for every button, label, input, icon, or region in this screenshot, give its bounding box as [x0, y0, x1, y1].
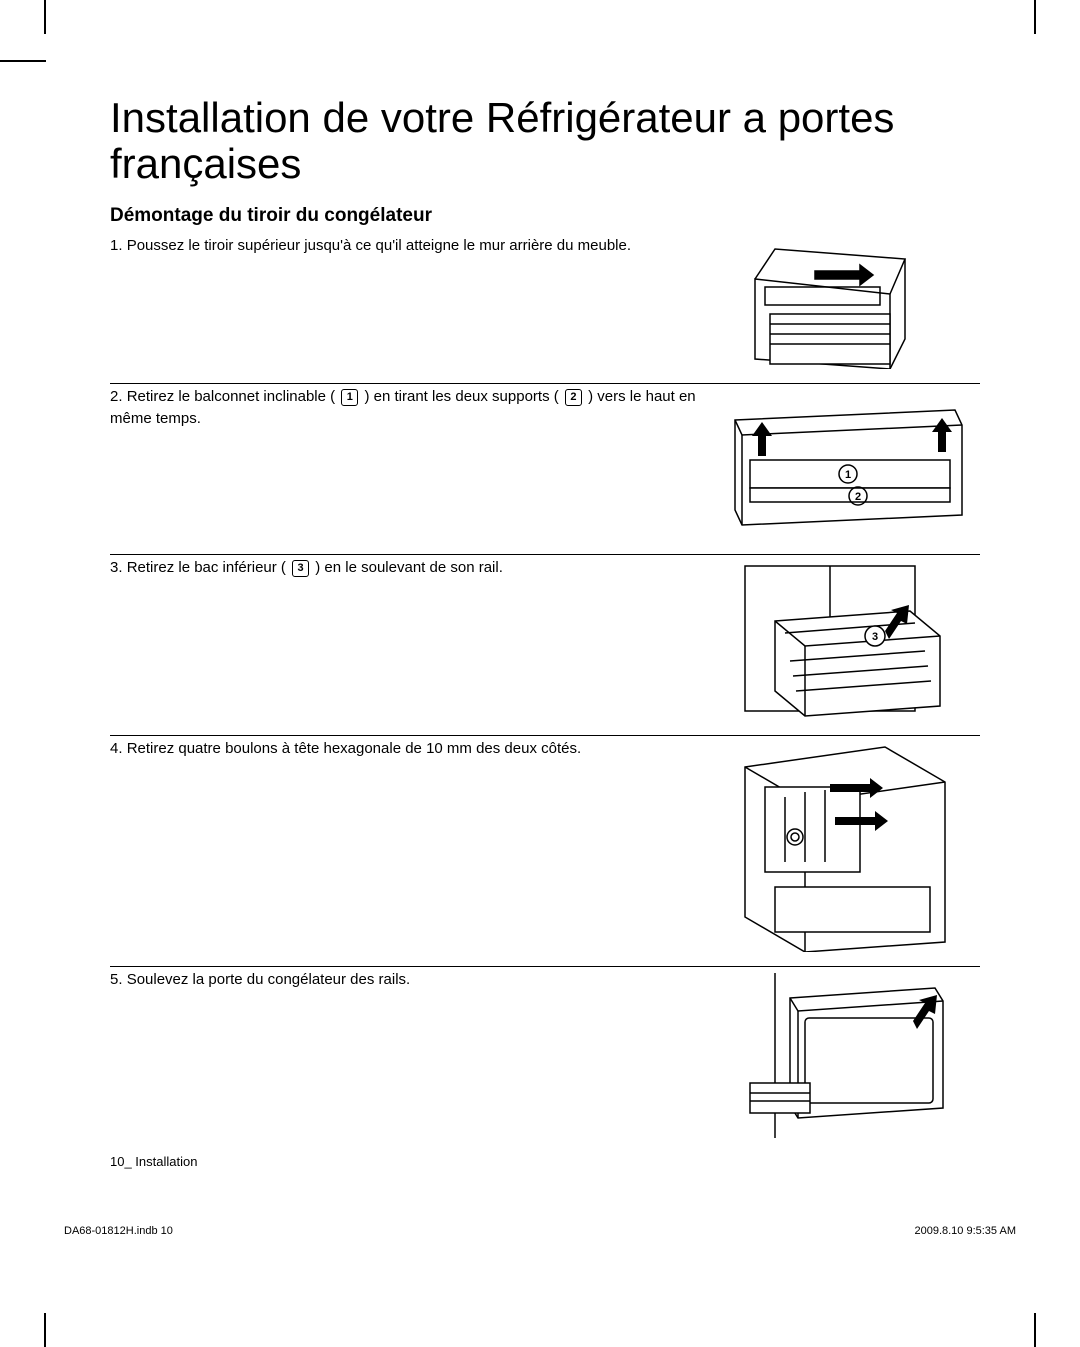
- step-5-text: 5. Soulevez la porte du congélateur des …: [110, 967, 720, 991]
- step-number: 4.: [110, 740, 123, 757]
- step-body: Retirez le bac inférieur (: [127, 559, 290, 576]
- crop-mark: [44, 0, 46, 34]
- step-body: ) en tirant les deux supports (: [360, 388, 563, 405]
- svg-text:2: 2: [855, 491, 861, 503]
- callout-3: 3: [292, 560, 309, 577]
- step-4-illustration: [720, 736, 980, 966]
- print-timestamp: 2009.8.10 9:5:35 AM: [914, 1225, 1016, 1237]
- step-3: 3. Retirez le bac inférieur ( 3 ) en le …: [110, 555, 980, 736]
- step-number: 1.: [110, 237, 123, 254]
- step-2-illustration: 1 2: [720, 384, 980, 554]
- step-2: 2. Retirez le balconnet inclinable ( 1 )…: [110, 384, 980, 555]
- step-1-text: 1. Poussez le tiroir supérieur jusqu'à c…: [110, 233, 720, 257]
- step-number: 3.: [110, 559, 123, 576]
- step-body: Retirez le balconnet inclinable (: [127, 388, 340, 405]
- crop-mark: [44, 1313, 46, 1347]
- step-body: Retirez quatre boulons à tête hexagonale…: [127, 740, 581, 757]
- crop-mark: [1034, 1313, 1036, 1347]
- callout-1: 1: [341, 389, 358, 406]
- page-footer: 10_ Installation: [110, 1154, 197, 1169]
- step-5-illustration: [720, 967, 980, 1157]
- section-heading: Démontage du tiroir du congélateur: [110, 205, 980, 227]
- step-body: Poussez le tiroir supérieur jusqu'à ce q…: [127, 237, 631, 254]
- svg-text:1: 1: [845, 469, 851, 481]
- callout-2: 2: [565, 389, 582, 406]
- step-5: 5. Soulevez la porte du congélateur des …: [110, 967, 980, 1157]
- crop-mark: [0, 60, 46, 62]
- step-2-text: 2. Retirez le balconnet inclinable ( 1 )…: [110, 384, 720, 430]
- step-1: 1. Poussez le tiroir supérieur jusqu'à c…: [110, 233, 980, 384]
- print-metadata: DA68-01812H.indb 10 2009.8.10 9:5:35 AM: [64, 1225, 1016, 1237]
- step-number: 5.: [110, 971, 123, 988]
- step-body: Soulevez la porte du congélateur des rai…: [127, 971, 411, 988]
- print-file: DA68-01812H.indb 10: [64, 1225, 173, 1237]
- step-1-illustration: [720, 233, 980, 383]
- step-body: ) en le soulevant de son rail.: [311, 559, 503, 576]
- svg-text:3: 3: [872, 631, 878, 643]
- step-3-illustration: 3: [720, 555, 980, 735]
- step-3-text: 3. Retirez le bac inférieur ( 3 ) en le …: [110, 555, 720, 579]
- manual-page: Installation de votre Réfrigérateur a po…: [0, 0, 1080, 1347]
- crop-mark: [1034, 0, 1036, 34]
- page-title: Installation de votre Réfrigérateur a po…: [110, 95, 980, 187]
- step-4: 4. Retirez quatre boulons à tête hexagon…: [110, 736, 980, 967]
- step-number: 2.: [110, 388, 123, 405]
- content-area: Installation de votre Réfrigérateur a po…: [110, 95, 980, 1157]
- step-4-text: 4. Retirez quatre boulons à tête hexagon…: [110, 736, 720, 760]
